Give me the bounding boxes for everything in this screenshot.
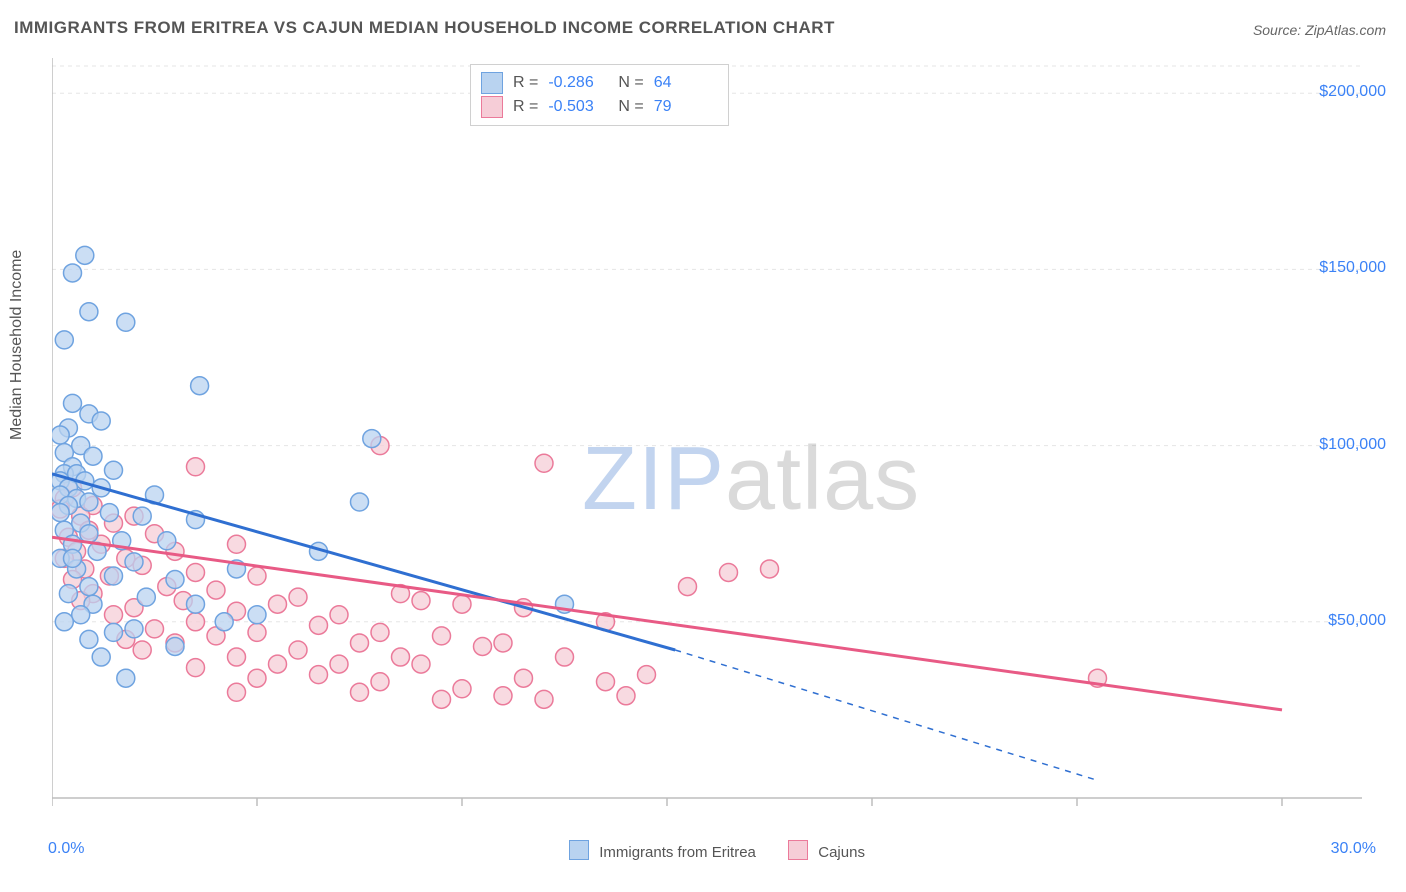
n-value: 64 xyxy=(654,71,714,95)
r-value: -0.286 xyxy=(548,71,608,95)
n-value: 79 xyxy=(654,95,714,119)
source-value: ZipAtlas.com xyxy=(1305,22,1386,38)
series-swatch-cajuns xyxy=(788,840,808,860)
scatter-chart xyxy=(52,58,1382,828)
y-tick-label: $50,000 xyxy=(1286,612,1386,630)
r-label: R = xyxy=(513,95,538,119)
series-label-eritrea: Immigrants from Eritrea xyxy=(599,844,756,861)
y-axis-label: Median Household Income xyxy=(8,250,26,440)
source-label: Source: xyxy=(1253,22,1301,38)
n-label: N = xyxy=(618,95,643,119)
stats-legend: R = -0.286 N = 64 R = -0.503 N = 79 xyxy=(470,64,729,126)
y-tick-label: $150,000 xyxy=(1286,259,1386,277)
stats-legend-row: R = -0.503 N = 79 xyxy=(481,95,714,119)
y-tick-label: $100,000 xyxy=(1286,436,1386,454)
series-label-cajuns: Cajuns xyxy=(818,844,865,861)
legend-swatch-cajuns xyxy=(481,96,503,118)
r-value: -0.503 xyxy=(548,95,608,119)
series-legend: Immigrants from Eritrea Cajuns xyxy=(0,840,1406,890)
chart-area: $50,000 $100,000 $150,000 $200,000 R = -… xyxy=(52,58,1382,828)
n-label: N = xyxy=(618,71,643,95)
stats-legend-row: R = -0.286 N = 64 xyxy=(481,71,714,95)
y-tick-label: $200,000 xyxy=(1286,83,1386,101)
r-label: R = xyxy=(513,71,538,95)
series-swatch-eritrea xyxy=(569,840,589,860)
legend-swatch-eritrea xyxy=(481,72,503,94)
source-attribution: Source: ZipAtlas.com xyxy=(1253,22,1386,38)
page-title: IMMIGRANTS FROM ERITREA VS CAJUN MEDIAN … xyxy=(14,18,835,38)
